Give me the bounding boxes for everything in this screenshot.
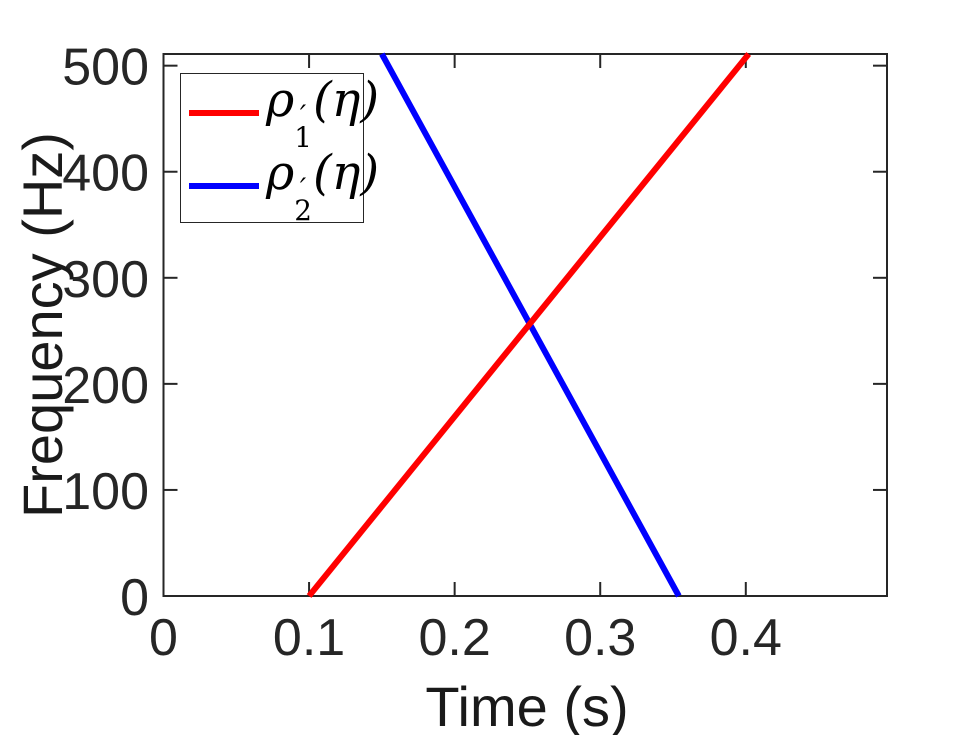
legend-label-rho1: ρ ′ 1 (η)	[266, 72, 380, 154]
y-tick-label: 400	[62, 145, 149, 203]
x-tick-label: 0.1	[273, 609, 345, 667]
tick-marks: 0 0.1 0.2 0.3 0.4 0 100 200 300 400 500	[62, 39, 886, 667]
y-tick-label: 200	[62, 357, 149, 415]
legend-line-sample-blue	[189, 182, 259, 189]
series-lines	[306, 52, 752, 598]
x-tick-label: 0.2	[418, 609, 490, 667]
line-rho1-prime	[306, 52, 752, 598]
legend-item-rho2: ρ ′ 2 (η)	[181, 149, 379, 224]
x-tick-label: 0	[149, 609, 178, 667]
y-tick-label: 0	[120, 569, 149, 627]
legend: ρ ′ 1 (η) ρ ′ 2 (η)	[180, 73, 379, 224]
y-tick-label: 500	[62, 39, 149, 97]
y-axis-label: Frequency (Hz)	[11, 132, 74, 518]
y-tick-label: 100	[62, 463, 149, 521]
x-tick-label: 0.4	[710, 609, 782, 667]
x-tick-label: 0.3	[564, 609, 636, 667]
y-tick-label: 300	[62, 251, 149, 309]
legend-item-rho1: ρ ′ 1 (η)	[181, 76, 379, 151]
legend-label-rho2: ρ ′ 2 (η)	[266, 145, 380, 227]
legend-line-sample-red	[189, 109, 259, 116]
x-axis-label: Time (s)	[425, 675, 628, 735]
